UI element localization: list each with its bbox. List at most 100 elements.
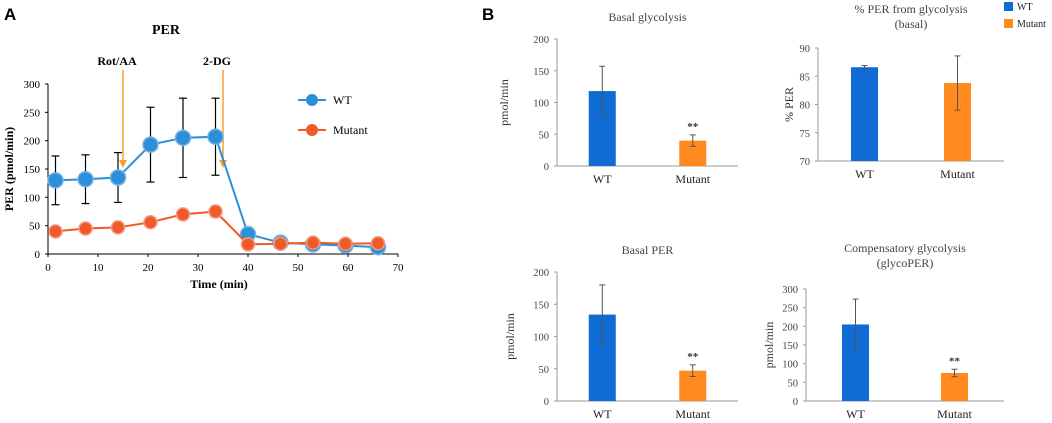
y-tick-label: 50 — [539, 365, 550, 376]
data-point-mutant — [143, 215, 158, 230]
category-label: Mutant — [940, 167, 975, 181]
y-tick-label: 50 — [29, 221, 41, 233]
chart-title: Compensatory glycolysis — [844, 241, 966, 255]
y-tick-label: 150 — [533, 67, 549, 78]
y-tick-label: 90 — [800, 44, 811, 55]
basal-glycolysis-chart: Basal glycolysis 0 50 100 150 200 pmol/min WT **… — [497, 10, 738, 186]
basal-per-chart: Basal PER 0 50 100 150 200 pmol/min WT ** Mutant — [503, 243, 738, 421]
annotation-arrow-head — [219, 160, 227, 168]
data-point-mutant — [208, 204, 223, 219]
legend-label: WT — [1017, 2, 1033, 13]
chart-subtitle: (glycoPER) — [877, 256, 934, 270]
y-tick-label: 100 — [782, 360, 798, 371]
y-tick-label: 0 — [793, 397, 798, 408]
y-tick-label: 0 — [35, 249, 41, 261]
data-point-mutant — [110, 220, 126, 235]
x-tick-label: 70 — [393, 262, 405, 274]
chart-title: Basal PER — [622, 243, 674, 257]
legend-label: WT — [333, 93, 352, 107]
y-tick-label: 200 — [24, 136, 41, 148]
legend-marker — [306, 124, 318, 136]
chart-title: % PER from glycolysis — [855, 2, 968, 16]
y-axis-title: % PER — [782, 87, 796, 122]
legend-marker — [306, 94, 318, 106]
legend-swatch — [1004, 19, 1013, 28]
legend-label: Mutant — [1017, 19, 1046, 30]
category-label: Mutant — [675, 172, 710, 186]
chart-subtitle: (basal) — [895, 17, 928, 31]
x-tick-label: 20 — [143, 262, 155, 274]
legend-swatch — [1004, 2, 1013, 11]
category-label: WT — [846, 407, 865, 421]
y-tick-label: 80 — [800, 101, 811, 112]
chart-title: PER — [152, 23, 181, 38]
category-label: WT — [593, 172, 612, 186]
data-point-mutant — [175, 207, 191, 222]
y-tick-label: 250 — [782, 304, 798, 315]
x-tick-label: 10 — [93, 262, 105, 274]
data-point-wt — [207, 128, 224, 145]
y-axis-title: pmol/min — [503, 313, 517, 360]
y-tick-label: 75 — [800, 129, 811, 140]
per-line-chart: PER 0 50 100 150 200 250 300 0 10 20 30 40 50 60 70 Time… — [2, 23, 404, 291]
data-point-wt — [174, 129, 192, 147]
y-tick-label: 100 — [24, 192, 41, 204]
y-tick-label: 250 — [24, 107, 41, 119]
significance-label: ** — [949, 355, 961, 367]
panel-label-a: A — [4, 5, 16, 24]
y-axis-title: PER (pmol/min) — [2, 127, 16, 211]
data-point-mutant — [78, 221, 93, 236]
y-tick-label: 200 — [782, 322, 798, 333]
data-point-mutant — [338, 236, 353, 252]
x-tick-label: 50 — [293, 262, 305, 274]
data-point-mutant — [48, 224, 63, 239]
y-tick-label: 0 — [544, 162, 549, 173]
y-tick-label: 200 — [533, 35, 549, 46]
x-axis-title: Time (min) — [190, 277, 247, 291]
x-tick-label: 60 — [343, 262, 355, 274]
category-label: WT — [855, 167, 874, 181]
data-point-mutant — [240, 237, 256, 252]
y-tick-label: 150 — [533, 300, 549, 311]
annotation-arrow-head — [119, 160, 127, 168]
category-label: WT — [593, 407, 612, 421]
y-tick-label: 50 — [788, 378, 799, 389]
series-line-wt — [55, 135, 379, 249]
y-tick-label: 50 — [539, 130, 550, 141]
y-axis-title: pmol/min — [762, 322, 776, 369]
chart-title: Basal glycolysis — [608, 10, 687, 24]
y-tick-label: 150 — [24, 164, 41, 176]
annotation-label: 2-DG — [203, 54, 231, 68]
x-tick-label: 40 — [243, 262, 255, 274]
y-tick-label: 0 — [544, 397, 549, 408]
data-point-wt — [47, 172, 64, 189]
bar-wt — [851, 67, 878, 161]
y-tick-label: 85 — [800, 72, 811, 83]
y-tick-label: 70 — [800, 157, 811, 168]
y-tick-label: 300 — [782, 285, 798, 296]
legend-label: Mutant — [333, 123, 368, 137]
bar-mutant — [941, 373, 968, 401]
y-tick-label: 200 — [533, 268, 549, 279]
data-point-mutant — [305, 235, 321, 250]
y-tick-label: 100 — [533, 333, 549, 344]
significance-label: ** — [687, 351, 699, 363]
percent-per-glycolysis-chart: % PER from glycolysis(basal) 70 75 80 85 90 % … — [782, 2, 1046, 181]
data-point-wt — [142, 136, 159, 153]
y-tick-label: 150 — [782, 341, 798, 352]
x-tick-label: 30 — [193, 262, 205, 274]
significance-label: ** — [687, 121, 699, 133]
data-point-mutant — [273, 236, 288, 252]
category-label: Mutant — [937, 407, 972, 421]
annotation-label: Rot/AA — [97, 54, 137, 68]
y-tick-label: 300 — [24, 79, 41, 91]
y-tick-label: 100 — [533, 99, 549, 110]
panel-label-b: B — [482, 5, 494, 24]
compensatory-glycolysis-chart: Compensatory glycolysis(glycoPER) 0 50 100 1… — [762, 241, 1004, 421]
category-label: Mutant — [675, 407, 710, 421]
data-point-mutant — [370, 235, 386, 251]
x-tick-label: 0 — [45, 262, 51, 274]
y-axis-title: pmol/min — [497, 79, 511, 126]
data-point-wt — [77, 170, 94, 188]
